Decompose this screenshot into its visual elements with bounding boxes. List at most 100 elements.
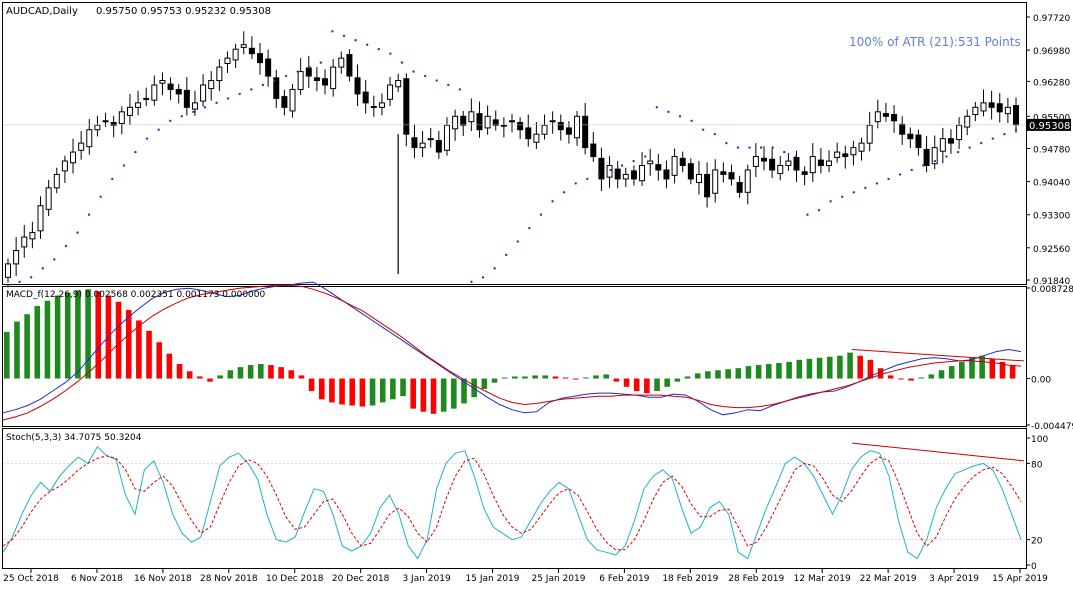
candle-body [752,156,759,167]
macd-histogram-bar [400,378,406,397]
macd-histogram-bar [44,300,51,379]
candle-body [13,249,20,265]
macd-histogram-bar [766,364,772,379]
macd-histogram-bar [430,378,437,414]
candle-body [956,124,963,141]
candle-body [565,127,572,135]
candle-body [720,171,727,175]
macd-histogram-bar [755,365,762,379]
candle-body [964,115,971,128]
candle-body [728,172,735,180]
macd-histogram-bar [715,370,721,379]
psar-dot [713,132,716,136]
candle-body [313,77,320,82]
candle-body [598,157,605,180]
macd-histogram-bar [979,355,985,379]
macd-histogram-bar [654,378,660,391]
macd-histogram-bar [572,378,579,380]
macd-histogram-bar [349,378,356,406]
candle-body [224,57,231,65]
candle-body [94,124,101,131]
price-panel-frame [2,2,1027,285]
candle-body [704,173,711,198]
macd-panel-frame [2,286,1027,427]
candle-body [289,88,296,112]
macd-histogram-bar [684,376,691,379]
candle-body [208,80,215,90]
macd-histogram-bar [14,321,20,379]
x-axis-label: 28 Feb 2019 [728,574,784,584]
psar-dot [447,83,450,87]
candle-body [541,124,548,135]
candle-body [248,47,255,55]
macd-histogram-bar [339,378,345,405]
candle-body [850,147,857,156]
macd-histogram-bar [542,375,549,379]
macd-histogram-bar [166,353,173,379]
psar-dot [365,43,369,46]
candle-body [346,54,353,77]
macd-histogram-bar [237,367,244,379]
macd-axis-label: 0.008728 [1031,285,1073,295]
psar-dot [76,231,79,234]
candle-body [695,173,702,183]
psar-dot [354,39,357,42]
price-axis-label: 0.96280 [1033,78,1070,88]
macd-histogram-bar [54,295,61,379]
candle-body [947,138,954,144]
psar-dot [655,106,659,109]
x-axis-label: 22 Mar 2019 [860,574,917,584]
psar-dot [562,191,566,194]
macd-histogram-bar [928,374,935,379]
macd-histogram-bar [887,375,894,379]
macd-histogram-bar [75,290,81,379]
candle-body [761,157,767,162]
macd-histogram-bar [481,378,488,389]
stoch-signal-line [2,455,1022,551]
candle-body [793,156,800,171]
candle-body [980,102,987,112]
macd-histogram-bar [318,378,325,400]
candle-body [817,159,824,166]
macd-histogram-bar [379,378,386,403]
psar-dot [41,267,44,270]
candle-body [476,113,483,131]
psar-dot [980,141,983,145]
psar-dot [377,48,380,51]
atr-annotation: 100% of ATR (21):531 Points [849,35,1021,49]
psar-dot [226,97,230,100]
ohlc-label: 0.95750 0.95753 0.95232 0.95308 [96,6,271,17]
candle-body [736,181,743,193]
psar-dot [690,119,693,122]
macd-histogram-bar [745,366,752,379]
psar-dot [29,276,33,279]
macd-histogram-bar [786,361,792,379]
macd-histogram-bar [1009,365,1016,379]
psar-dot [18,280,21,283]
psar-dot [644,155,647,158]
candle-body [606,164,613,178]
psar-dot [6,285,10,288]
candle-body [899,123,906,135]
psar-dot [991,137,995,140]
psar-dot [192,110,195,114]
psar-dot [470,280,473,283]
macd-histogram-bar [938,370,945,379]
macd-histogram-bar [552,376,559,379]
macd-histogram-bar [806,358,813,379]
psar-dot [864,186,867,190]
macd-histogram-bar [451,378,457,409]
candle-body [509,120,515,123]
candle-body [167,83,174,90]
candle-body [135,102,142,108]
candle-body [370,105,377,108]
candle-body [143,97,150,100]
psar-dot [632,159,635,163]
psar-dot [169,119,172,122]
psar-dot [574,182,577,185]
macd-histogram-bar [491,378,498,383]
macd-histogram-bar [969,357,975,379]
candle-body [191,102,198,110]
